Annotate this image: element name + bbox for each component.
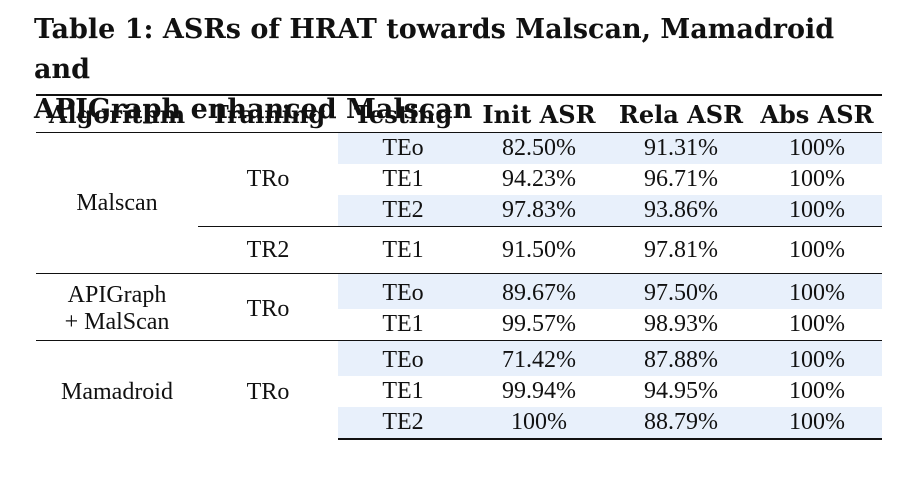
asr-table: Algorithm Training Testing Init ASR Rela…: [36, 94, 882, 440]
header-algorithm: Algorithm: [36, 94, 198, 133]
testing-cell: TE2: [338, 195, 468, 227]
rela-asr-cell: 97.50%: [610, 273, 752, 309]
rela-asr-cell: 88.79%: [610, 407, 752, 440]
table-row: TE1 94.23% 96.71% 100%: [36, 164, 882, 195]
abs-asr-cell: 100%: [752, 195, 882, 227]
init-asr-cell: 91.50%: [468, 226, 610, 273]
testing-cell: TE1: [338, 226, 468, 273]
header-testing: Testing: [338, 94, 468, 133]
init-asr-cell: 99.94%: [502, 378, 576, 404]
table-row: TE2 97.83% 93.86% 100%: [36, 195, 882, 227]
algorithm-label-line-2: + MalScan: [64, 309, 170, 335]
table-row: TE1 99.94% 94.95% 100%: [36, 376, 882, 407]
init-asr-cell: 100%: [468, 407, 610, 440]
abs-asr-cell: 100%: [789, 378, 845, 404]
rela-asr-cell: 87.88%: [610, 340, 752, 376]
init-asr-cell: 99.57%: [502, 311, 576, 337]
testing-cell: TEo: [338, 273, 468, 309]
abs-asr-cell: 100%: [752, 273, 882, 309]
header-init-asr: Init ASR: [468, 94, 610, 133]
init-asr-cell: 94.23%: [502, 166, 576, 192]
header-training: Training: [198, 94, 338, 133]
header-abs-asr: Abs ASR: [752, 94, 882, 133]
rela-asr-cell: 98.93%: [644, 311, 718, 337]
abs-asr-cell: 100%: [789, 166, 845, 192]
abs-asr-cell: 100%: [789, 311, 845, 337]
header-row: Algorithm Training Testing Init ASR Rela…: [36, 94, 882, 133]
init-asr-cell: 97.83%: [468, 195, 610, 227]
testing-cell: TEo: [338, 340, 468, 376]
training-cell: TRo: [198, 273, 338, 341]
abs-asr-cell: 100%: [752, 132, 882, 164]
rela-asr-cell: 91.31%: [610, 132, 752, 164]
testing-cell: TE1: [382, 378, 424, 404]
abs-asr-cell: 100%: [752, 226, 882, 273]
caption-line-1: Table 1: ASRs of HRAT towards Malscan, M…: [34, 14, 835, 85]
abs-asr-cell: 100%: [752, 407, 882, 440]
rela-asr-cell: 94.95%: [644, 378, 718, 404]
rela-asr-cell: 96.71%: [644, 166, 718, 192]
init-asr-cell: 89.67%: [468, 273, 610, 309]
algorithm-cell-mamadroid: Mamadroid: [36, 340, 198, 439]
abs-asr-cell: 100%: [752, 340, 882, 376]
table-row: TR2 TE1 91.50% 97.81% 100%: [36, 226, 882, 273]
rela-asr-cell: 93.86%: [610, 195, 752, 227]
header-rela-asr: Rela ASR: [610, 94, 752, 133]
algorithm-label-line-1: APIGraph: [67, 282, 167, 308]
table-row: Mamadroid TRo TEo 71.42% 87.88% 100%: [36, 340, 882, 439]
testing-cell: TE1: [382, 166, 424, 192]
testing-cell: TE2: [338, 407, 468, 440]
table-row: TE2 100% 88.79% 100%: [36, 407, 882, 440]
algorithm-cell-apigraph: APIGraph + MalScan: [36, 273, 198, 341]
training-cell: TR2: [198, 226, 338, 273]
testing-cell: TEo: [338, 132, 468, 164]
training-cell: TRo: [246, 166, 290, 192]
rela-asr-cell: 97.81%: [610, 226, 752, 273]
algorithm-cell-malscan: Malscan: [76, 189, 158, 216]
init-asr-cell: 71.42%: [468, 340, 610, 376]
training-cell: TRo: [198, 340, 338, 439]
table-row: TE1 99.57% 98.93% 100%: [36, 309, 882, 341]
init-asr-cell: 82.50%: [468, 132, 610, 164]
table-row: APIGraph + MalScan TRo TEo 89.67% 97.50%…: [36, 273, 882, 341]
testing-cell: TE1: [382, 311, 424, 337]
table-row: Malscan TRo TEo 82.50% 91.31% 100%: [36, 132, 882, 216]
